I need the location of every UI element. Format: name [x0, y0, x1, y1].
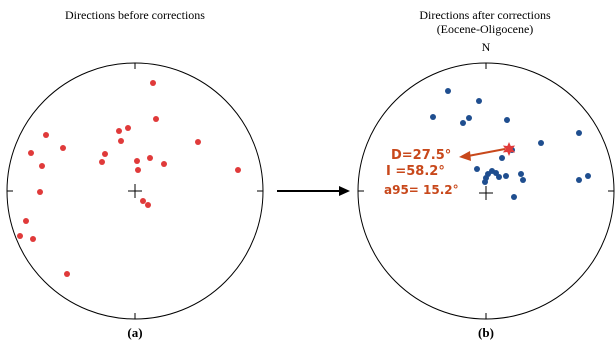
right-data-point [585, 173, 591, 179]
left-data-points [17, 80, 241, 277]
left-data-point [17, 233, 23, 239]
left-data-point [150, 80, 156, 86]
left-data-point [37, 189, 43, 195]
right-data-point [511, 194, 517, 200]
right-data-point [503, 173, 509, 179]
right-data-point [476, 98, 482, 104]
north-label: N [482, 40, 491, 54]
right-data-point [576, 177, 582, 183]
right-data-points [430, 88, 591, 200]
right-subtitle: (Eocene-Oligocene) [437, 22, 534, 36]
right-data-point [518, 171, 524, 177]
left-data-point [39, 163, 45, 169]
mean-annotation-arrow [467, 148, 506, 157]
left-data-point [135, 167, 141, 173]
left-data-point [134, 158, 140, 164]
left-data-point [118, 138, 124, 144]
left-stereonet [6, 62, 264, 320]
transform-arrow-head [339, 186, 350, 196]
left-title: Directions before corrections [65, 8, 205, 22]
left-data-point [99, 159, 105, 165]
right-data-point [460, 120, 466, 126]
left-panel-label: (a) [127, 325, 142, 340]
left-data-point [145, 202, 151, 208]
alpha95-label: a95= 15.2° [384, 183, 459, 197]
left-data-point [195, 139, 201, 145]
right-data-point [520, 177, 526, 183]
right-data-point [445, 88, 451, 94]
left-data-point [30, 236, 36, 242]
right-data-point [430, 114, 436, 120]
mean-annotation-arrow-head [459, 151, 471, 161]
mean-direction-star [502, 142, 516, 156]
right-data-point [538, 140, 544, 146]
right-title: Directions after corrections [419, 8, 551, 22]
left-data-point [102, 151, 108, 157]
left-data-point [28, 150, 34, 156]
left-data-point [235, 167, 241, 173]
left-data-point [125, 125, 131, 131]
inclination-label: I =58.2° [386, 164, 445, 179]
right-panel-label: (b) [478, 325, 494, 340]
right-stereonet: D=27.5° I =58.2° a95= 15.2° [357, 62, 615, 320]
left-data-point [43, 132, 49, 138]
declination-label: D=27.5° [391, 148, 451, 163]
right-data-point [576, 130, 582, 136]
right-data-point [474, 166, 480, 172]
transform-arrow [277, 186, 350, 196]
left-data-point [23, 218, 29, 224]
right-data-point [499, 155, 505, 161]
left-data-point [147, 155, 153, 161]
left-data-point [60, 145, 66, 151]
left-data-point [140, 198, 146, 204]
right-data-point [504, 117, 510, 123]
left-data-point [153, 116, 159, 122]
left-data-point [116, 128, 122, 134]
left-data-point [161, 161, 167, 167]
right-data-point [466, 115, 472, 121]
right-data-point [496, 174, 502, 180]
left-data-point [64, 271, 70, 277]
right-data-point [482, 179, 488, 185]
